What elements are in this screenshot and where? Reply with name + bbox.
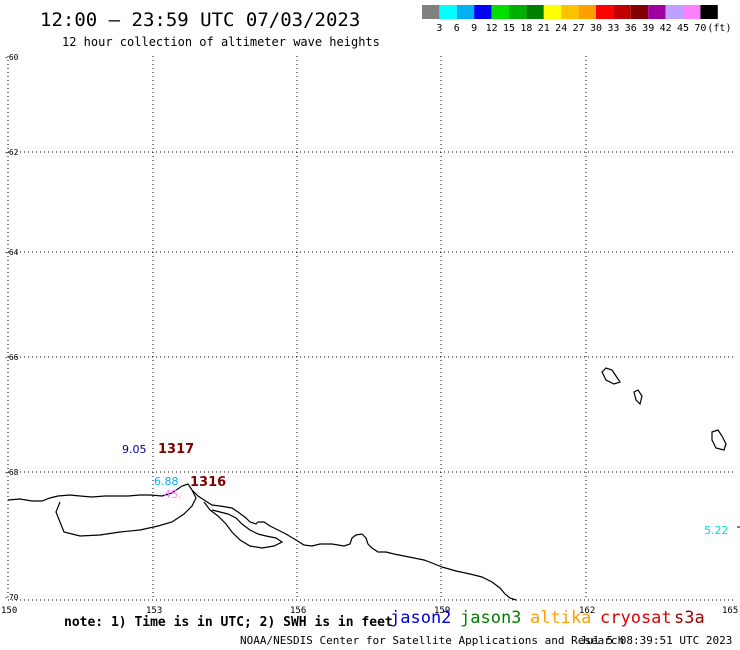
graticule [7,56,735,601]
lon-label-150: 150 [1,606,17,616]
satellite-altika: altika [530,608,591,628]
legend-label: 21 [538,23,550,34]
legend-swatch [543,5,562,19]
lon-label-153: 153 [146,606,162,616]
credit-line: NOAA/NESDIS Center for Satellite Applica… [240,634,624,647]
legend-swatch [509,5,527,19]
lon-label-165: 165 [722,606,738,616]
legend-swatch [630,5,649,19]
map-subtitle: 12 hour collection of altimeter wave hei… [62,35,380,49]
swh-value: 45. [164,488,182,501]
legend-label: 36 [625,23,637,34]
map-title: 12:00 – 23:59 UTC 07/03/2023 [40,9,360,31]
swh-value: 6.88 [154,475,179,488]
legend-label: 39 [642,23,654,34]
legend-swatch [613,5,631,19]
lat-label-64: -64 [4,248,19,257]
legend-label: 12 [486,23,498,34]
island-1 [601,367,621,385]
legend-label: 70 [694,23,706,34]
pass-label: 1316 [190,475,226,490]
lat-label-70: -70 [4,593,19,602]
legend-label: 3 [436,23,442,34]
wave-height-color-legend: 3 6 9 12 15 18 21 24 27 30 33 36 39 42 45 70 (ft) [422,5,731,34]
coastal-inlet [203,501,284,549]
lat-label-62: -62 [4,148,19,157]
lon-label-156: 156 [290,606,306,616]
legend-label: 15 [503,23,515,34]
legend-swatch [578,5,596,19]
legend-swatch [491,5,509,19]
legend-label: 24 [555,23,567,34]
legend-unit: (ft) [707,23,731,34]
legend-swatch [456,5,475,19]
legend-swatch [700,5,718,19]
legend-swatch [526,5,544,19]
legend-swatch [561,5,579,19]
swh-value: 9.05 [122,443,147,456]
legend-label: 9 [471,23,477,34]
legend-swatch [596,5,614,19]
legend-swatch [665,5,683,19]
satellite-jason3: jason3 [460,608,521,628]
lat-label-60: -60 [4,53,19,62]
legend-label: 18 [520,23,532,34]
lat-label-68: -68 [4,468,19,477]
pass-label: 1317 [158,442,194,457]
legend-swatch [439,5,457,19]
satellite-cryosat: cryosat [600,608,672,628]
satellite-jason2: jason2 [390,608,451,628]
legend-label: 33 [607,23,619,34]
satellite-s3a: s3a [674,608,705,628]
lon-label-159: 159 [434,606,450,616]
island-3 [711,429,727,451]
legend-label: 27 [573,23,585,34]
island-2 [633,389,643,406]
swh-value: 5.22 [704,524,729,537]
legend-swatch [422,5,440,19]
legend-swatch [474,5,492,19]
legend-label: 6 [454,23,460,34]
legend-swatch [648,5,666,19]
ice-shelf-outline [55,489,197,537]
antarctic-coastline [7,483,517,601]
generated-timestamp: Jul 5 08:39:51 UTC 2023 [580,634,732,647]
lat-label-66: -66 [4,353,19,362]
legend-label: 42 [660,23,672,34]
units-note: note: 1) Time is in UTC; 2) SWH is in fe… [64,615,393,630]
legend-label: 30 [590,23,602,34]
legend-swatch [683,5,701,19]
lon-label-162: 162 [579,606,595,616]
legend-label: 45 [677,23,689,34]
